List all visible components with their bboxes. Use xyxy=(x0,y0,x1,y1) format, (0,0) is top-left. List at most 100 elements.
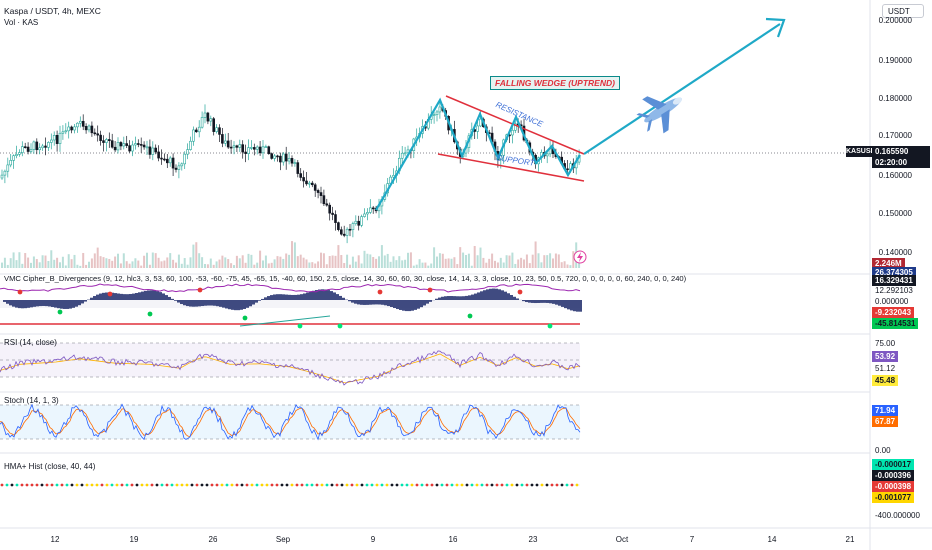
vmc-wave-bar xyxy=(174,300,177,301)
vmc-wave-bar xyxy=(204,300,207,306)
candle-body xyxy=(142,144,146,148)
candle-body xyxy=(186,149,189,155)
vmc-wave-bar xyxy=(45,300,48,307)
rsi-indicator-label[interactable]: RSI (14, close) xyxy=(4,338,57,347)
hma-dot xyxy=(385,483,389,487)
candle-body xyxy=(49,139,53,143)
vmc-wave-bar xyxy=(366,300,369,305)
volume-bar xyxy=(505,255,508,268)
candle-body xyxy=(128,145,131,152)
volume-bar xyxy=(122,253,125,268)
volume-bar xyxy=(285,253,288,268)
volume-legend[interactable]: Vol · KAS xyxy=(4,18,39,27)
volume-bar xyxy=(204,263,206,268)
candle-body xyxy=(9,160,12,166)
hma-dot xyxy=(70,483,74,487)
vmc-wave-bar xyxy=(336,294,339,300)
candle-body xyxy=(513,123,517,131)
currency-selector[interactable]: USDT xyxy=(882,4,924,18)
vmc-indicator-label[interactable]: VMC Cipher_B_Divergences (9, 12, hlc3, 3… xyxy=(4,274,687,283)
candle-body xyxy=(52,134,56,141)
vmc-wave-bar xyxy=(321,289,324,300)
hma-dot xyxy=(135,483,139,487)
vmc-wave-bar xyxy=(447,296,450,300)
candle-body xyxy=(360,216,363,226)
vmc-wave-bar xyxy=(525,300,528,303)
vmc-wave-bar xyxy=(372,300,375,305)
candle-body xyxy=(195,129,198,133)
hma-dot xyxy=(395,483,399,487)
candle-body xyxy=(476,125,479,132)
volume-bar xyxy=(543,255,546,268)
vmc-wave-bar xyxy=(300,294,303,300)
hma-dot xyxy=(250,483,254,487)
hma-dot xyxy=(445,483,449,487)
vmc-wave-bar xyxy=(243,300,246,309)
candle-body xyxy=(180,163,184,167)
projection-arrow xyxy=(583,23,781,155)
volume-bar xyxy=(88,261,90,268)
vmc-wave-bar xyxy=(297,294,300,300)
vmc-wave-bar xyxy=(507,293,510,300)
volume-bar xyxy=(166,257,169,268)
hma-dot xyxy=(430,483,434,487)
hma-dot xyxy=(290,483,294,487)
vmc-wave-bar xyxy=(492,288,495,300)
candle-body xyxy=(209,118,213,122)
candle-body xyxy=(166,158,169,164)
volume-bar xyxy=(157,257,160,268)
time-tick: 21 xyxy=(845,535,855,544)
hma-dot xyxy=(165,483,169,487)
vmc-dot xyxy=(197,287,203,293)
volume-bar xyxy=(528,263,531,268)
price-tick: 0.160000 xyxy=(878,171,912,180)
hma-dot xyxy=(210,483,214,487)
vmc-wave-bar xyxy=(27,300,30,308)
volume-bar xyxy=(172,259,175,268)
volume-bar xyxy=(502,262,505,268)
candle-body xyxy=(0,174,4,179)
falling-wedge-label[interactable]: FALLING WEDGE (UPTREND) xyxy=(490,76,620,90)
hma-dot xyxy=(95,483,99,487)
hma-dot xyxy=(60,483,64,487)
vmc-wave-bar xyxy=(468,295,471,300)
volume-bar xyxy=(447,258,450,268)
volume-bar xyxy=(221,255,224,268)
hma-dot xyxy=(535,483,539,487)
vmc-wave-bar xyxy=(489,288,492,300)
candle-body xyxy=(168,157,172,164)
hma-dot xyxy=(530,483,534,487)
volume-bar xyxy=(459,247,462,268)
vmc-wave-bar xyxy=(420,300,423,308)
hma-dot xyxy=(265,483,269,487)
candle-body xyxy=(119,142,123,147)
vmc-wave-bar xyxy=(399,300,402,310)
volume-bar xyxy=(250,254,253,268)
volume-bar xyxy=(67,254,70,268)
candle-body xyxy=(253,147,256,150)
hma-indicator-label[interactable]: HMA+ Hist (close, 40, 44) xyxy=(4,462,96,471)
vmc-wave-bar xyxy=(228,300,231,310)
candle-body xyxy=(258,146,262,154)
symbol-title[interactable]: Kaspa / USDT, 4h, MEXC xyxy=(4,6,101,16)
vmc-wave-bar xyxy=(36,300,39,307)
volume-bar xyxy=(340,254,343,268)
volume-bar xyxy=(85,264,88,268)
candle-body xyxy=(319,192,323,196)
stoch-indicator-label[interactable]: Stoch (14, 1, 3) xyxy=(4,396,59,405)
candle-body xyxy=(479,118,482,127)
candle-body xyxy=(189,140,192,150)
vmc-wave-bar xyxy=(387,300,390,307)
hma-dot xyxy=(515,483,519,487)
vmc-dot xyxy=(107,291,113,297)
volume-bar xyxy=(99,256,102,268)
vmc-wave-bar xyxy=(147,290,150,300)
volume-bar xyxy=(73,254,76,268)
candle-body xyxy=(287,158,291,162)
hma-dot xyxy=(110,483,114,487)
vmc-wave-bar xyxy=(96,294,99,300)
vmc-wave-bar xyxy=(441,296,444,300)
volume-bar xyxy=(125,261,128,268)
vmc-wave-bar xyxy=(207,300,210,306)
